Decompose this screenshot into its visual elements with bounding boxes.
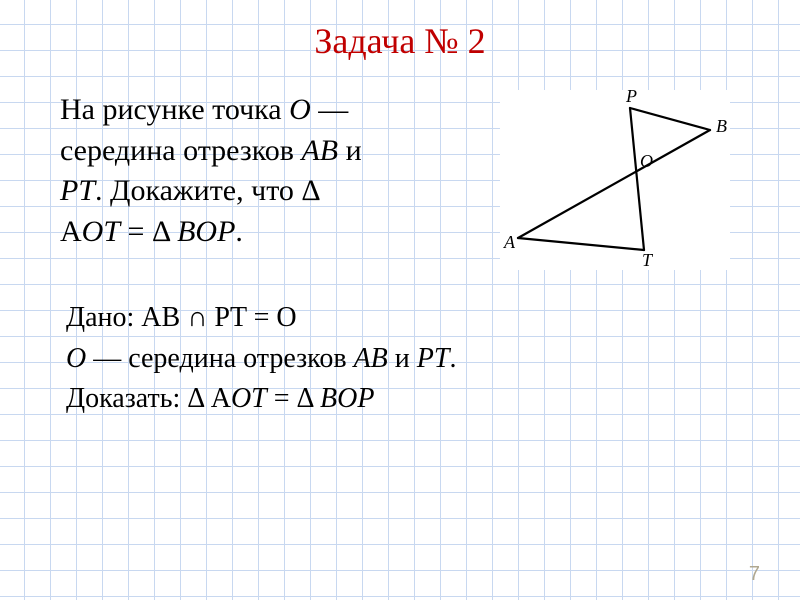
problem-line: AOT = Δ BOP. xyxy=(60,212,480,253)
slide-content: Задача № 2 На рисунке точка O — середина… xyxy=(0,0,800,420)
given-line: Доказать: Δ AOT = Δ BOP xyxy=(66,379,740,420)
given-line: O — середина отрезков AB и PT. xyxy=(66,339,740,380)
problem-line: середина отрезков AB и xyxy=(60,131,480,172)
problem-statement: На рисунке точка O — середина отрезков A… xyxy=(60,90,480,252)
problem-row: На рисунке точка O — середина отрезков A… xyxy=(60,90,740,270)
svg-text:O: O xyxy=(640,151,653,171)
svg-text:B: B xyxy=(716,116,727,136)
geometry-diagram: ABPTO xyxy=(500,90,730,270)
given-block: Дано: AB ∩ PT = O O — середина отрезков … xyxy=(66,298,740,420)
problem-title: Задача № 2 xyxy=(60,20,740,62)
diagram-svg: ABPTO xyxy=(500,90,730,270)
problem-line: PT. Докажите, что Δ xyxy=(60,171,480,212)
given-line: Дано: AB ∩ PT = O xyxy=(66,298,740,339)
svg-text:P: P xyxy=(625,90,637,106)
problem-line: На рисунке точка O — xyxy=(60,90,480,131)
svg-text:A: A xyxy=(503,232,516,252)
page-number: 7 xyxy=(749,563,760,586)
